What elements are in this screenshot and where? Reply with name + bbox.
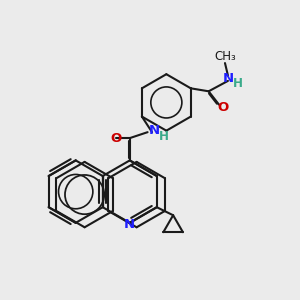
Text: CH₃: CH₃ (214, 50, 236, 63)
Text: N: N (124, 218, 135, 231)
Text: H: H (159, 130, 169, 143)
Text: N: N (149, 124, 160, 137)
Text: N: N (222, 72, 233, 85)
Text: O: O (217, 101, 228, 114)
Text: H: H (233, 77, 243, 90)
Text: O: O (111, 132, 122, 145)
